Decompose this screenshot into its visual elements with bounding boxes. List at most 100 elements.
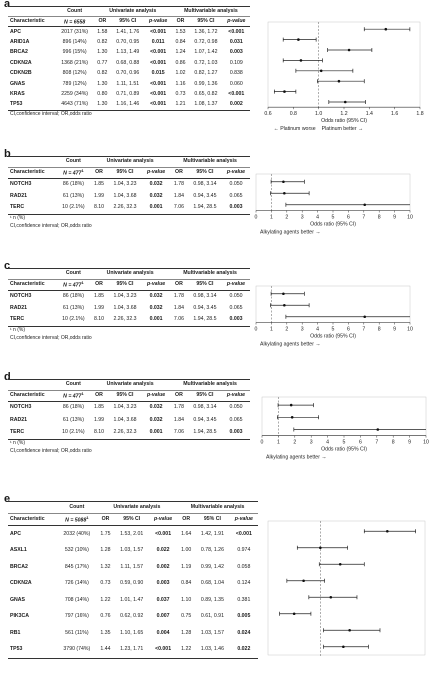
panel-a: a Count Univariate analysis Multivariable a… bbox=[0, 0, 431, 140]
point-estimate bbox=[283, 303, 286, 307]
multi-ci-cell: 0.61, 0.91 bbox=[200, 613, 224, 620]
count-cell: 1368 (21%) bbox=[61, 59, 89, 66]
multi-ci-cell: 0.78, 1.26 bbox=[200, 547, 224, 554]
uni-or-cell: 1.44 bbox=[96, 641, 115, 659]
uni-ci-cell: 1.04, 3.68 bbox=[113, 304, 137, 311]
x-tick-label: 4 bbox=[326, 440, 329, 446]
count-cell: 10 (2.1%) bbox=[56, 426, 91, 440]
count-cell: 61 (13%) bbox=[62, 192, 84, 199]
count-header: Count bbox=[56, 379, 91, 391]
uni-p-cell: 0.001 bbox=[142, 202, 171, 215]
point-estimate bbox=[343, 100, 347, 104]
table-row: NOTCH3 86 (18%) 1.85 1.04, 3.23 0.032 1.78 0.9… bbox=[8, 179, 250, 191]
multi-or-cell: 1.84 bbox=[173, 416, 184, 423]
table-row: PIK3CA 797 (16%) 0.76 0.62, 0.92 0.007 0.75 0.… bbox=[8, 609, 258, 626]
multi-ci-cell: 0.98, 3.14 bbox=[193, 181, 217, 188]
uni-or-cell: 0.77 bbox=[97, 59, 108, 66]
uni-or-cell: 0.82 bbox=[97, 70, 108, 77]
uni-ci-cell: 0.68, 0.88 bbox=[116, 59, 140, 66]
uni-ci-cell: 0.59, 0.90 bbox=[120, 580, 144, 587]
results-table: Count Univariate analysis Multivariable an… bbox=[8, 6, 250, 112]
direction-left-label: ← Platinum worse bbox=[274, 126, 316, 132]
uni-p-cell: <0.001 bbox=[150, 90, 167, 97]
uni-p-cell: 0.001 bbox=[142, 426, 171, 440]
gene-name: BRCA2 bbox=[10, 49, 28, 56]
x-tick-label: 1.4 bbox=[366, 111, 373, 117]
uni-p-cell: 0.015 bbox=[151, 70, 165, 77]
point-estimate bbox=[282, 292, 285, 296]
uni-or-cell: 8.10 bbox=[90, 426, 108, 440]
count-cell: 532 (10%) bbox=[64, 547, 89, 554]
x-axis-label: Odds ratio (95% CI) bbox=[321, 447, 367, 453]
uni-p-cell: <0.001 bbox=[155, 530, 172, 537]
uni-p-cell: 0.022 bbox=[156, 547, 170, 554]
uni-or-cell: 1.32 bbox=[100, 563, 111, 570]
x-tick-label: 0 bbox=[255, 215, 258, 221]
multi-ci-header: 95% CI bbox=[187, 390, 222, 402]
uni-ci-cell: 0.71, 0.89 bbox=[116, 90, 140, 97]
uni-ci-cell: 0.70, 0.95 bbox=[116, 38, 140, 45]
count-cell: 896 (14%) bbox=[62, 38, 87, 45]
multi-p-cell: <0.001 bbox=[235, 530, 252, 537]
x-tick-label: 8 bbox=[378, 327, 381, 333]
uni-ci-cell: 1.13, 1.49 bbox=[116, 49, 140, 56]
multi-p-cell: 0.109 bbox=[229, 59, 243, 66]
x-tick-label: 10 bbox=[407, 327, 413, 333]
x-tick-label: 6 bbox=[359, 440, 362, 446]
footnote: CI,confidence interval; OR,odds ratio bbox=[10, 334, 92, 341]
multi-ci-header: 95% CI bbox=[187, 279, 222, 291]
multi-or-cell: 7.06 bbox=[170, 426, 188, 440]
gene-name: GNAS bbox=[10, 80, 25, 87]
uni-ci-cell: 1.11, 1.57 bbox=[120, 563, 144, 570]
gene-name: NOTCH3 bbox=[10, 293, 32, 300]
count-cell: 2017 (31%) bbox=[61, 28, 89, 35]
uni-or-cell: 1.75 bbox=[100, 530, 111, 537]
uni-or-cell: 1.22 bbox=[100, 596, 111, 603]
multi-or-cell: 1.02 bbox=[175, 70, 186, 77]
x-tick-label: 0.8 bbox=[290, 111, 297, 117]
x-tick-label: 5 bbox=[332, 327, 335, 333]
count-cell: 845 (17%) bbox=[64, 563, 89, 570]
multivariable-header: Multivariable analysis bbox=[170, 268, 250, 280]
multi-ci-cell: 1.94, 28.5 bbox=[187, 314, 222, 327]
uni-p-cell: 0.001 bbox=[142, 314, 171, 327]
header-row-columns: Characteristic N = 50881 OR 95% CI p-value OR… bbox=[8, 513, 258, 526]
uni-p-cell: <0.001 bbox=[150, 59, 167, 66]
uni-or-cell: 8.10 bbox=[90, 314, 108, 327]
panel-label: a bbox=[4, 0, 11, 10]
x-tick-label: 7 bbox=[362, 327, 365, 333]
gene-name: APC bbox=[10, 28, 21, 35]
multi-p-cell: 0.058 bbox=[237, 563, 251, 570]
uni-or-cell: 1.85 bbox=[93, 404, 105, 411]
point-estimate bbox=[292, 612, 296, 616]
multi-or-cell: 1.53 bbox=[175, 28, 186, 35]
point-estimate bbox=[338, 562, 342, 566]
point-estimate bbox=[319, 69, 323, 73]
point-estimate bbox=[319, 546, 322, 550]
multi-ci-cell: 0.82, 1.27 bbox=[194, 70, 218, 77]
x-tick-label: 5 bbox=[332, 215, 335, 221]
count-cell: 797 (16%) bbox=[64, 613, 89, 620]
multi-ci-cell: 1.03, 1.57 bbox=[200, 629, 224, 636]
uni-ci-cell: 2.26, 32.3 bbox=[107, 202, 143, 215]
multi-ci-cell: 1.03, 1.46 bbox=[195, 641, 230, 659]
uni-p-cell: <0.001 bbox=[150, 28, 167, 35]
multi-ci-cell: 1.94, 28.5 bbox=[187, 202, 222, 215]
point-estimate bbox=[283, 191, 286, 195]
uni-ci-cell: 1.23, 1.71 bbox=[114, 641, 149, 659]
x-tick-label: 0 bbox=[255, 327, 258, 333]
gene-name: TERC bbox=[8, 314, 57, 327]
multi-p-cell: 0.124 bbox=[237, 580, 251, 587]
multi-pvalue-header: p-value bbox=[222, 167, 250, 179]
uni-ci-cell: 0.62, 0.92 bbox=[120, 613, 144, 620]
forest-plot: 0 1 2 3 4 5 6 7 8 9 10 Odds ratio (95% CI) Alkylatin… bbox=[255, 285, 413, 348]
gene-name: RAD21 bbox=[10, 192, 28, 199]
point-estimate bbox=[342, 645, 345, 649]
x-tick-label: 9 bbox=[408, 440, 411, 446]
x-tick-label: 1.8 bbox=[416, 111, 423, 117]
uni-ci-cell: 1.04, 3.68 bbox=[113, 192, 137, 199]
n-label: N = 477 bbox=[63, 170, 82, 177]
point-estimate bbox=[386, 529, 389, 533]
uni-or-header: OR bbox=[96, 513, 115, 526]
header-row-columns: Characteristic N = 4771 OR 95% CI p-value OR 9… bbox=[8, 167, 250, 179]
